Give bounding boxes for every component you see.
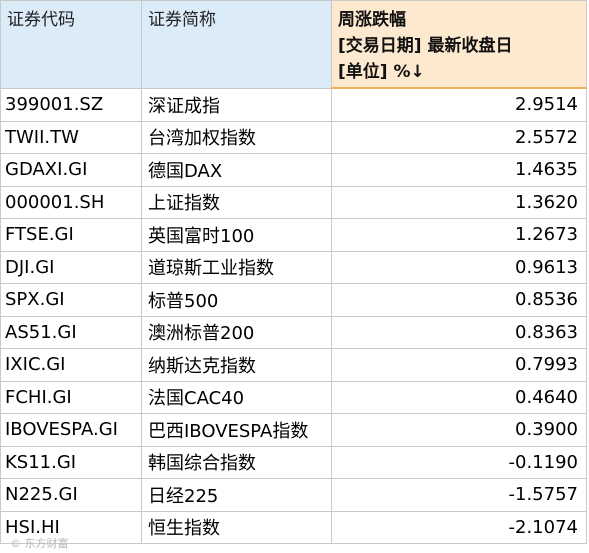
table-row[interactable]: 399001.SZ 深证成指 2.9514: [0, 87, 587, 122]
table-row[interactable]: AS51.GI 澳洲标普200 0.8363: [0, 315, 587, 349]
cell-weekly-change[interactable]: 0.4640: [331, 380, 587, 414]
cell-security-code[interactable]: 399001.SZ: [0, 87, 142, 122]
table-row[interactable]: SPX.GI 标普500 0.8536: [0, 283, 587, 317]
table-row[interactable]: IBOVESPA.GI 巴西IBOVESPA指数 0.3900: [0, 413, 587, 447]
cell-weekly-change[interactable]: 2.9514: [331, 87, 587, 122]
header-weekly-change-title: 周涨跌幅: [338, 10, 406, 30]
cell-weekly-change[interactable]: -0.1190: [331, 445, 587, 479]
cell-security-name[interactable]: 台湾加权指数: [141, 120, 332, 154]
cell-security-code[interactable]: TWII.TW: [0, 120, 142, 154]
header-security-name[interactable]: 证券简称: [141, 0, 332, 89]
cell-security-name[interactable]: 深证成指: [141, 87, 332, 122]
table-row[interactable]: N225.GI 日经225 -1.5757: [0, 478, 587, 512]
cell-security-code[interactable]: 000001.SH: [0, 185, 142, 219]
header-weekly-change[interactable]: 周涨跌幅 [交易日期] 最新收盘日 [单位] %↓: [331, 0, 587, 89]
table-row[interactable]: 000001.SH 上证指数 1.3620: [0, 185, 587, 219]
table-row[interactable]: HSI.HI 恒生指数 -2.1074: [0, 510, 587, 544]
table-row[interactable]: KS11.GI 韩国综合指数 -0.1190: [0, 445, 587, 479]
table-row[interactable]: IXIC.GI 纳斯达克指数 0.7993: [0, 348, 587, 382]
header-trade-date: [交易日期] 最新收盘日: [338, 36, 513, 56]
table-row[interactable]: GDAXI.GI 德国DAX 1.4635: [0, 153, 587, 187]
cell-security-code[interactable]: DJI.GI: [0, 250, 142, 284]
cell-security-name[interactable]: 法国CAC40: [141, 380, 332, 414]
header-security-code[interactable]: 证券代码: [0, 0, 142, 89]
cell-weekly-change[interactable]: 0.8363: [331, 315, 587, 349]
cell-security-code[interactable]: HSI.HI: [0, 510, 142, 544]
cell-security-name[interactable]: 标普500: [141, 283, 332, 317]
cell-weekly-change[interactable]: 0.3900: [331, 413, 587, 447]
cell-weekly-change[interactable]: 0.8536: [331, 283, 587, 317]
cell-security-name[interactable]: 日经225: [141, 478, 332, 512]
cell-weekly-change[interactable]: 1.3620: [331, 185, 587, 219]
cell-security-name[interactable]: 纳斯达克指数: [141, 348, 332, 382]
cell-security-code[interactable]: N225.GI: [0, 478, 142, 512]
cell-security-code[interactable]: FTSE.GI: [0, 218, 142, 252]
cell-security-code[interactable]: KS11.GI: [0, 445, 142, 479]
cell-weekly-change[interactable]: 0.7993: [331, 348, 587, 382]
cell-security-name[interactable]: 巴西IBOVESPA指数: [141, 413, 332, 447]
cell-security-name[interactable]: 恒生指数: [141, 510, 332, 544]
watermark: © 东方财富: [10, 537, 69, 550]
header-unit-sort: [单位] %↓: [338, 62, 425, 82]
header-row: 证券代码 证券简称 周涨跌幅 [交易日期] 最新收盘日 [单位] %↓: [0, 0, 587, 89]
cell-weekly-change[interactable]: 0.9613: [331, 250, 587, 284]
table-row[interactable]: DJI.GI 道琼斯工业指数 0.9613: [0, 250, 587, 284]
table-row[interactable]: TWII.TW 台湾加权指数 2.5572: [0, 120, 587, 154]
cell-security-name[interactable]: 澳洲标普200: [141, 315, 332, 349]
cell-weekly-change[interactable]: 2.5572: [331, 120, 587, 154]
cell-security-code[interactable]: IBOVESPA.GI: [0, 413, 142, 447]
cell-weekly-change[interactable]: 1.2673: [331, 218, 587, 252]
cell-security-name[interactable]: 英国富时100: [141, 218, 332, 252]
cell-security-code[interactable]: AS51.GI: [0, 315, 142, 349]
cell-security-code[interactable]: SPX.GI: [0, 283, 142, 317]
table-row[interactable]: FTSE.GI 英国富时100 1.2673: [0, 218, 587, 252]
cell-security-code[interactable]: GDAXI.GI: [0, 153, 142, 187]
cell-weekly-change[interactable]: -2.1074: [331, 510, 587, 544]
cell-security-name[interactable]: 韩国综合指数: [141, 445, 332, 479]
table-row[interactable]: FCHI.GI 法国CAC40 0.4640: [0, 380, 587, 414]
cell-security-name[interactable]: 上证指数: [141, 185, 332, 219]
cell-security-name[interactable]: 道琼斯工业指数: [141, 250, 332, 284]
cell-weekly-change[interactable]: -1.5757: [331, 478, 587, 512]
cell-security-code[interactable]: FCHI.GI: [0, 380, 142, 414]
cell-weekly-change[interactable]: 1.4635: [331, 153, 587, 187]
cell-security-name[interactable]: 德国DAX: [141, 153, 332, 187]
cell-security-code[interactable]: IXIC.GI: [0, 348, 142, 382]
